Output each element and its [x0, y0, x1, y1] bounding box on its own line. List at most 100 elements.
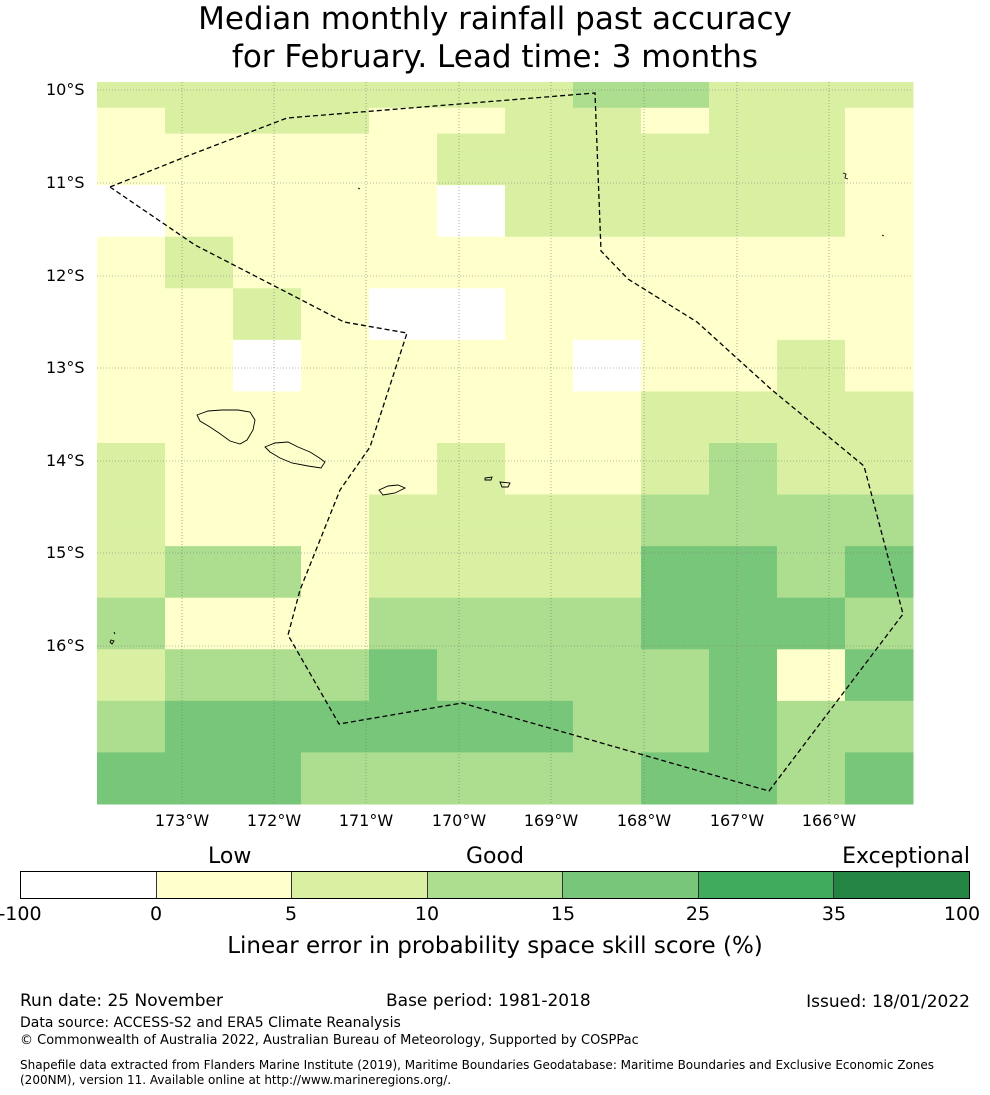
grid-cell — [709, 365, 778, 392]
manua-island-b — [499, 481, 511, 488]
tick-label: 5 — [284, 903, 298, 925]
grid-cell — [97, 494, 166, 521]
grid-cell — [301, 468, 370, 496]
grid-cell — [505, 520, 574, 547]
grid-cell — [505, 185, 574, 212]
grid-cell — [505, 623, 574, 650]
grid-cell — [709, 391, 778, 418]
grid-cell — [845, 314, 914, 341]
grid-cell — [369, 778, 438, 805]
grid-cell — [233, 546, 302, 573]
grid-cell — [369, 752, 438, 779]
grid-cell — [777, 700, 846, 728]
grid-cell — [709, 546, 778, 573]
grid-cell — [97, 210, 166, 238]
grid-cell — [641, 468, 710, 496]
grid-cell — [777, 107, 846, 135]
grid-cell — [165, 443, 234, 470]
grid-cell — [505, 365, 574, 392]
grid-cell — [97, 339, 166, 367]
grid-cell — [505, 571, 574, 599]
grid-cell — [845, 82, 914, 109]
colorbar-segment — [698, 872, 835, 898]
grid-cell — [301, 752, 370, 779]
grid-cell — [845, 185, 914, 212]
grid-cell — [437, 133, 506, 160]
grid-cell — [777, 159, 846, 186]
samoa-islands — [109, 172, 885, 645]
grid-cell — [709, 443, 778, 470]
colorbar-segment — [156, 872, 293, 898]
grid-cell — [641, 494, 710, 521]
grid-cell — [709, 597, 778, 624]
grid-cell — [437, 391, 506, 418]
category-good: Good — [466, 844, 524, 869]
grid-cell — [573, 675, 642, 702]
grid-cell — [709, 752, 778, 779]
lat-label: 12°S — [46, 266, 85, 285]
grid-cell — [845, 752, 914, 779]
grid-cell — [233, 726, 302, 753]
grid-cell — [573, 210, 642, 238]
grid-cell — [845, 700, 914, 728]
grid-cell — [301, 571, 370, 599]
grid-cell — [369, 520, 438, 547]
grid-cell — [573, 236, 642, 263]
grid-cell — [641, 185, 710, 212]
grid-cell — [641, 752, 710, 779]
grid-cell — [505, 726, 574, 753]
grid-cell — [301, 159, 370, 186]
grid-cell — [777, 520, 846, 547]
grid-cell — [777, 339, 846, 367]
grid-cell — [573, 391, 642, 418]
grid-cell — [233, 288, 302, 315]
grid-cell — [437, 726, 506, 753]
tick-label: 35 — [821, 903, 847, 925]
grid-cell — [777, 597, 846, 624]
colorbar-segment — [292, 872, 428, 898]
grid-cell — [437, 752, 506, 779]
grid-cell — [641, 726, 710, 753]
grid-cell — [641, 133, 710, 160]
grid-cell — [165, 649, 234, 676]
grid-cell — [369, 107, 438, 135]
grid-cell — [301, 262, 370, 289]
grid-cell — [369, 675, 438, 702]
grid-cell — [777, 185, 846, 212]
lat-label: 13°S — [46, 358, 85, 377]
grid-cell — [369, 391, 438, 418]
grid-cell — [437, 159, 506, 186]
grid-cell — [709, 649, 778, 676]
grid-cell — [845, 107, 914, 135]
grid-cell — [301, 236, 370, 263]
grid-cell — [709, 107, 778, 135]
grid-cell — [301, 339, 370, 367]
grid-cell — [369, 468, 438, 496]
grid-cell — [777, 778, 846, 805]
grid-cell — [777, 288, 846, 315]
grid-cell — [301, 597, 370, 624]
grid-cell — [573, 752, 642, 779]
grid-cell — [233, 185, 302, 212]
grid-cell — [97, 546, 166, 573]
grid-cell — [709, 571, 778, 599]
grid-cell — [233, 700, 302, 728]
grid-cell — [97, 700, 166, 728]
grid-cell — [301, 546, 370, 573]
manua-island-a — [484, 476, 493, 481]
grid-cell — [437, 82, 506, 109]
tick-label: 25 — [685, 903, 711, 925]
grid-cell — [505, 649, 574, 676]
grid-cell — [165, 546, 234, 573]
grid-cell — [641, 520, 710, 547]
grid-cell — [505, 107, 574, 135]
grid-cell — [709, 468, 778, 496]
grid-cell — [97, 314, 166, 341]
grid-cell — [437, 675, 506, 702]
grid-cell — [505, 159, 574, 186]
grid-cell — [233, 623, 302, 650]
grid-cell — [165, 133, 234, 160]
grid-cell — [573, 159, 642, 186]
grid-cell — [301, 623, 370, 650]
grid-cell — [709, 236, 778, 263]
